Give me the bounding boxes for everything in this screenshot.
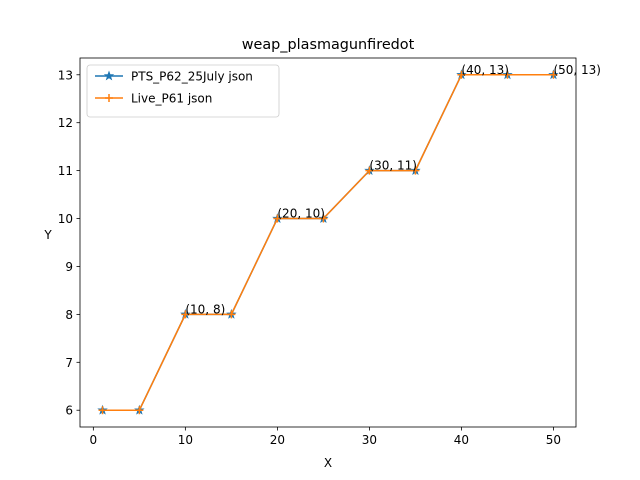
y-tick-label: 6 bbox=[65, 404, 73, 418]
plot-area: (10, 8) (20, 10) (30, 11) (40, 13) (50, 13) bbox=[97, 63, 601, 415]
data-annotation: (20, 10) bbox=[277, 207, 325, 221]
axes-frame bbox=[79, 57, 577, 428]
data-annotation: (30, 11) bbox=[369, 159, 417, 173]
series-2-point bbox=[135, 406, 144, 415]
y-tick-label: 8 bbox=[65, 308, 73, 322]
legend-label: PTS_P62_25July json bbox=[131, 70, 253, 84]
data-annotation: (50, 13) bbox=[553, 63, 601, 77]
y-tick-label: 7 bbox=[65, 356, 73, 370]
series-2-point bbox=[98, 406, 107, 415]
legend-swatch-marker bbox=[105, 94, 113, 102]
y-tick-label: 12 bbox=[58, 116, 73, 130]
series-2-point bbox=[273, 214, 282, 223]
legend: PTS_P62_25July json Live_P61 json bbox=[86, 64, 280, 118]
y-tick-label: 11 bbox=[58, 164, 73, 178]
y-axis-label: Y bbox=[43, 228, 52, 242]
series-2-point bbox=[549, 70, 558, 79]
legend-entry: PTS_P62_25July json bbox=[95, 70, 253, 84]
legend-label: Live_P61 json bbox=[131, 92, 212, 106]
x-tick-label: 50 bbox=[546, 433, 561, 447]
series-2-point bbox=[457, 70, 466, 79]
series-2-point bbox=[411, 166, 420, 175]
y-tick-label: 13 bbox=[58, 68, 73, 82]
legend-box bbox=[86, 64, 280, 118]
data-annotation: (40, 13) bbox=[461, 63, 509, 77]
series-2-point bbox=[181, 310, 190, 319]
x-tick-label: 30 bbox=[362, 433, 377, 447]
legend-entry: Live_P61 json bbox=[95, 92, 212, 106]
x-tick-label: 40 bbox=[454, 433, 469, 447]
x-tick-label: 0 bbox=[90, 433, 98, 447]
axes: 0 10 20 30 40 50 6 7 8 9 10 11 12 13 bbox=[58, 57, 577, 447]
series-2-point bbox=[503, 70, 512, 79]
chart-title: weap_plasmagunfiredot bbox=[242, 37, 415, 53]
y-tick-label: 10 bbox=[58, 212, 73, 226]
y-tick-label: 9 bbox=[65, 260, 73, 274]
x-tick-label: 20 bbox=[270, 433, 285, 447]
series-2-point bbox=[227, 310, 236, 319]
series-2-point bbox=[319, 214, 328, 223]
data-annotation: (10, 8) bbox=[185, 302, 225, 316]
series-2 bbox=[98, 70, 558, 415]
x-axis-label: X bbox=[324, 456, 332, 470]
series-2-point bbox=[365, 166, 374, 175]
legend-swatch-marker bbox=[103, 70, 115, 81]
x-tick-label: 10 bbox=[178, 433, 193, 447]
